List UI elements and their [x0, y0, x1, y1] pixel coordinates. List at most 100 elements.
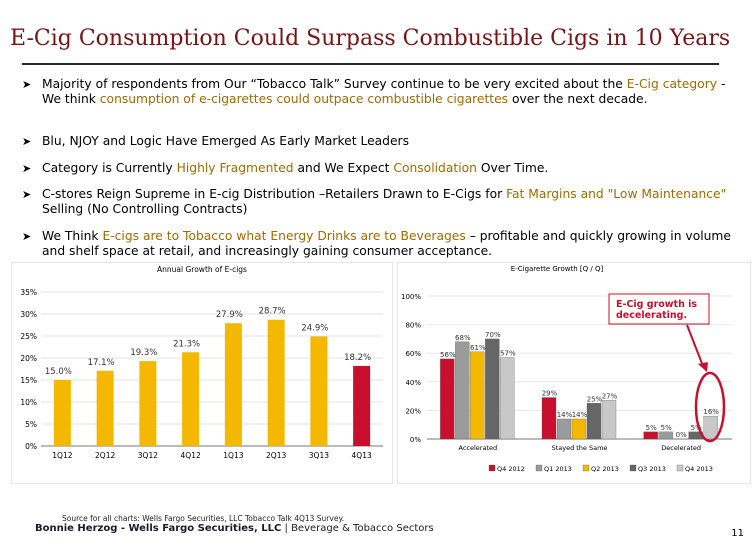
bar-value-label: 19.3% [130, 348, 157, 358]
bullet-text-run: Over Time. [476, 161, 549, 175]
bar [96, 370, 114, 446]
bar-value-label: 68% [455, 334, 471, 342]
bar-value-label: 27% [602, 392, 618, 400]
chart-frame [11, 262, 393, 484]
y-tick-label: 5% [25, 420, 37, 429]
bar [556, 418, 572, 440]
bar-value-label: 24.9% [301, 323, 328, 333]
arrow-bullet-icon: ➤ [22, 78, 32, 91]
bar [658, 431, 673, 440]
x-tick-label: 3Q12 [138, 451, 158, 460]
bar-value-label: 61% [470, 344, 486, 352]
arrow-bullet-icon: ➤ [22, 188, 32, 201]
y-tick-label: 100% [401, 293, 421, 301]
bar-value-label: 21.3% [173, 339, 200, 349]
bar [643, 431, 658, 440]
bar [485, 338, 500, 440]
legend-label: Q3 2013 [638, 465, 666, 473]
footer-sector: | Beverage & Tobacco Sectors [281, 523, 434, 534]
source-note: Source for all charts: Wells Fargo Secur… [62, 514, 345, 523]
bar-value-label: 14% [557, 411, 573, 419]
bullet-text-run: C-stores Reign Supreme in E-cig Distribu… [42, 187, 507, 201]
bar-value-label: 5% [691, 424, 702, 432]
legend-swatch [488, 464, 496, 472]
annotation-arrowhead [698, 362, 708, 372]
y-tick-label: 20% [405, 407, 421, 415]
legend-swatch [676, 464, 684, 472]
highlight-text: Highly Fragmented [176, 161, 294, 175]
bullet-text-run: Blu, NJOY and Logic Have Emerged As Earl… [42, 134, 410, 148]
y-tick-label: 40% [405, 379, 421, 387]
bar [310, 336, 328, 446]
y-tick-label: 20% [20, 354, 37, 363]
legend-swatch [535, 464, 543, 472]
x-tick-label: Accelerated [459, 444, 498, 452]
highlight-text: Consolidation [393, 161, 477, 175]
y-tick-label: 60% [405, 350, 421, 358]
annual-growth-chart: Annual Growth of E-cigs 0% 5% 10% 15% 20% 25% 3… [11, 262, 393, 484]
annotation-text: E-Cig growth is decelerating. [616, 299, 697, 321]
chart-title: E-Cigarette Growth [Q / Q] [511, 265, 604, 273]
highlight-text: E-cigs are to Tobacco what Energy Drinks… [102, 229, 466, 243]
annotation-arrow [686, 324, 704, 367]
bullet-text: Majority of respondents from Our “Tobacc… [42, 77, 742, 107]
bar [541, 397, 557, 440]
x-tick-label: 3Q13 [309, 451, 329, 460]
legend-swatch [582, 464, 590, 472]
bullet-text: C-stores Reign Supreme in E-cig Distribu… [42, 187, 742, 217]
x-tick-label: 4Q13 [352, 451, 372, 460]
bar-value-label: 16% [703, 408, 719, 416]
bullet-text: We Think E-cigs are to Tobacco what Ener… [42, 229, 742, 259]
legend-label: Q2 2013 [591, 465, 619, 473]
bar [601, 400, 617, 440]
bar [586, 403, 602, 440]
bar-value-label: 29% [542, 390, 558, 398]
y-tick-label: 10% [20, 398, 37, 407]
page-number: 11 [731, 528, 744, 539]
annotation-box [608, 293, 710, 325]
y-tick-label: 35% [20, 288, 37, 297]
x-tick-label: Stayed the Same [552, 444, 608, 452]
legend-label: Q1 2013 [544, 465, 572, 473]
bar-value-label: 27.9% [216, 310, 243, 320]
legend-swatch [629, 464, 637, 472]
bar [703, 415, 718, 440]
bar-value-label: 5% [661, 424, 672, 432]
y-tick-label: 25% [20, 332, 37, 341]
y-tick-label: 0% [410, 436, 421, 444]
bar [53, 380, 71, 446]
y-tick-label: 30% [20, 310, 37, 319]
bullet-text-run: and We Expect [293, 161, 394, 175]
bar [224, 323, 242, 446]
bullet-text: Category is Currently Highly Fragmented … [42, 161, 742, 176]
bullet-text-run: Majority of respondents from Our “Tobacc… [42, 77, 627, 91]
bar [500, 357, 515, 440]
bullet-text-run: - We think [42, 77, 726, 106]
arrow-bullet-icon: ➤ [22, 162, 32, 175]
bullet-text-run: – profitable and quickly growing in volu… [42, 229, 731, 258]
ecig-growth-qq-chart: E-Cigarette Growth [Q / Q] 0% 20% 40% 60% 80%… [397, 262, 751, 484]
bar [267, 319, 285, 446]
highlight-text: E-Cig category [626, 77, 718, 91]
bar-value-label: 0% [676, 431, 687, 439]
bar-value-label: 17.1% [88, 358, 115, 368]
bullet-text-run: over the next decade. [508, 92, 648, 106]
highlight-text: Fat Margins and "Low Maintenance" [506, 187, 727, 201]
bar-value-label: 5% [646, 424, 657, 432]
footer-author: Bonnie Herzog - Wells Fargo Securities, … [35, 523, 282, 534]
bar-value-label: 25% [587, 395, 603, 403]
bar [139, 361, 157, 446]
x-tick-label: Decelerated [661, 444, 701, 452]
y-tick-label: 15% [20, 376, 37, 385]
footer: Bonnie Herzog - Wells Fargo Securities, … [35, 523, 434, 534]
bar-value-label: 56% [440, 351, 456, 359]
bullet-text-run: Category is Currently [42, 161, 177, 175]
x-tick-label: 4Q12 [181, 451, 201, 460]
bar [571, 418, 587, 440]
x-tick-label: 2Q12 [95, 451, 115, 460]
bar [182, 352, 200, 446]
y-tick-label: 80% [405, 322, 421, 330]
bar [353, 365, 371, 446]
legend-label: Q4 2012 [497, 465, 525, 473]
highlight-circle [694, 371, 726, 443]
